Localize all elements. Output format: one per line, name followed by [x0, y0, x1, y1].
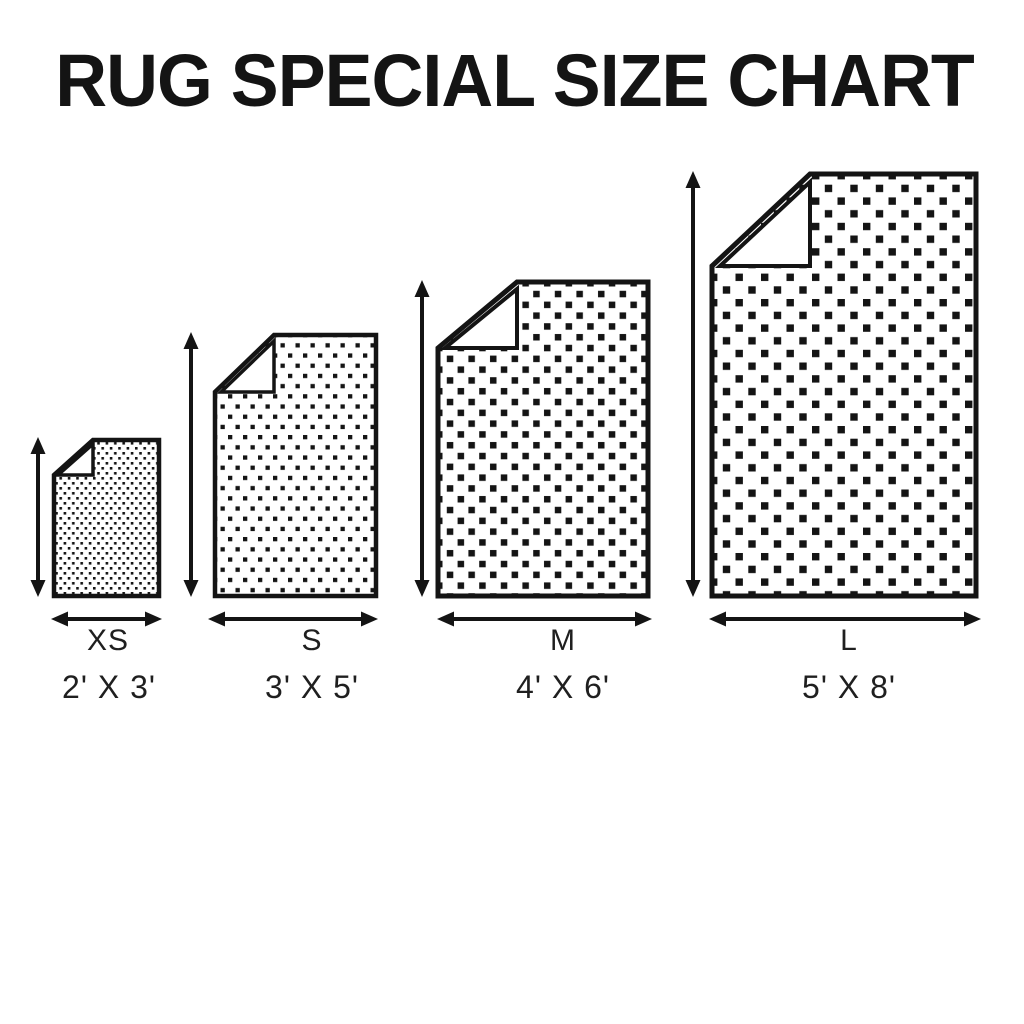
rug-graphic-m: [435, 279, 651, 599]
size-label-m: M: [550, 624, 576, 657]
dimensions-label-l: 5' X 8': [802, 669, 896, 705]
width-arrow-l: [709, 611, 981, 627]
dimensions-label-m: 4' X 6': [516, 669, 610, 705]
page-title: RUG SPECIAL SIZE CHART: [55, 39, 974, 122]
rug-graphic-xs: [51, 437, 162, 599]
height-arrow-s: [183, 332, 199, 597]
height-arrow-xs: [30, 437, 46, 597]
size-label-s: S: [301, 624, 323, 657]
width-arrow-xs: [51, 611, 162, 627]
height-arrow-m: [414, 280, 430, 597]
width-arrow-s: [208, 611, 378, 627]
dimensions-label-xs: 2' X 3': [62, 669, 156, 705]
rug-graphic-l: [709, 171, 979, 599]
height-arrow-l: [685, 171, 701, 597]
size-label-xs: XS: [86, 624, 130, 657]
rug-graphic-s: [212, 332, 379, 599]
width-arrow-m: [437, 611, 652, 627]
size-label-l: L: [840, 624, 858, 657]
dimensions-label-s: 3' X 5': [265, 669, 359, 705]
